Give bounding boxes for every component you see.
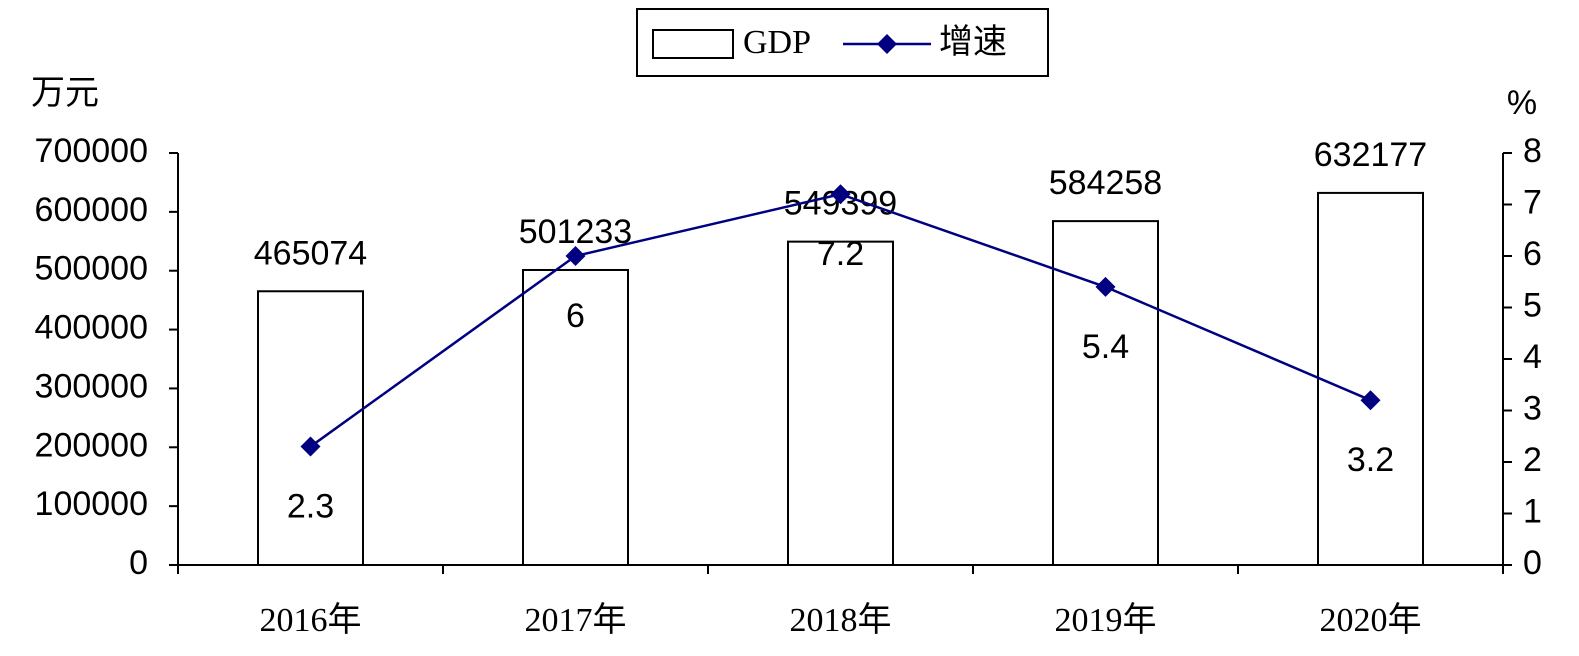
x-tick-label: 2018年 (790, 601, 892, 639)
y2-tick-label: 4 (1523, 338, 1542, 376)
bar-value-label: 501233 (519, 213, 632, 251)
y-tick-label: 0 (129, 544, 148, 582)
line-marker (300, 436, 321, 457)
line-marker (830, 184, 851, 205)
bar (522, 268, 629, 566)
line-marker (565, 246, 586, 266)
legend-label: 增速 (939, 23, 1007, 61)
y-axis-label: 万元 (31, 74, 99, 112)
line-value-label: 3.2 (1347, 441, 1394, 479)
bar-value-label: 632177 (1314, 136, 1427, 174)
bar (1317, 191, 1424, 567)
x-tick-label: 2019年 (1055, 601, 1157, 639)
x-tick-label: 2016年 (260, 601, 362, 639)
y-tick-label: 400000 (35, 309, 148, 347)
line-value-label: 5.4 (1082, 328, 1129, 366)
y-tick-label: 700000 (35, 132, 148, 170)
bar (787, 240, 894, 567)
y2-tick-label: 0 (1523, 544, 1542, 582)
bar (1052, 220, 1159, 566)
y-tick-label: 200000 (35, 426, 148, 464)
y2-tick-label: 6 (1523, 235, 1542, 273)
bar (257, 290, 364, 566)
y2-tick-label: 5 (1523, 286, 1542, 324)
x-tick-label: 2020年 (1320, 601, 1422, 639)
line-value-label: 2.3 (287, 488, 334, 526)
y2-tick-label: 1 (1523, 492, 1542, 530)
y2-tick-label: 7 (1523, 183, 1542, 221)
y-tick-label: 100000 (35, 485, 148, 523)
legend-label: GDP (743, 24, 811, 61)
bar-value-label: 584258 (1049, 164, 1162, 202)
line-value-label: 7.2 (817, 235, 864, 273)
line-value-label: 6 (566, 297, 585, 335)
line-marker (1360, 390, 1381, 411)
y-tick-label: 500000 (35, 250, 148, 288)
x-tick-label: 2017年 (525, 601, 627, 639)
y2-tick-label: 3 (1523, 389, 1542, 427)
line-marker (1095, 276, 1116, 297)
y2-tick-label: 2 (1523, 441, 1542, 479)
y-tick-label: 600000 (35, 191, 148, 229)
bar-value-label: 465074 (254, 234, 367, 272)
legend-swatch (652, 29, 734, 59)
y2-axis-label: % (1507, 84, 1537, 122)
y2-tick-label: 8 (1523, 132, 1542, 170)
legend-marker (877, 34, 897, 54)
y-tick-label: 300000 (35, 367, 148, 405)
